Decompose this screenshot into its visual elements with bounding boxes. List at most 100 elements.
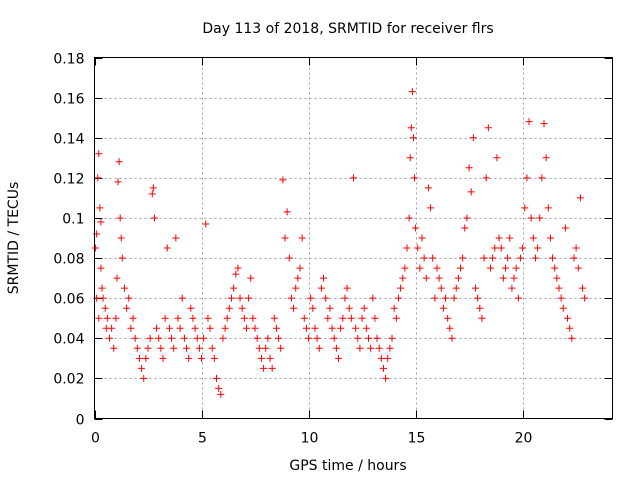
data-point [279,176,287,184]
data-point [516,254,524,262]
data-point [148,190,156,198]
data-point [287,294,295,302]
data-point [486,264,494,272]
data-point [296,264,304,272]
data-point [519,244,527,252]
data-point [521,204,529,212]
data-point [429,254,437,262]
data-point [103,314,111,322]
data-point [176,324,184,332]
data-point [112,314,120,322]
data-point [382,374,390,382]
y-tick-label: 0.02 [53,372,84,388]
data-point [339,314,347,322]
data-point [474,294,482,302]
data-point [476,304,484,312]
data-point [268,364,276,372]
y-tick-label: 0.1 [62,212,84,228]
axis-ticks [94,57,613,420]
y-tick-label: 0.08 [53,252,84,268]
data-point [150,214,158,222]
data-point [525,118,533,126]
data-point [277,344,285,352]
data-point [204,314,212,322]
data-point [472,284,480,292]
data-point [495,234,503,242]
data-point [335,354,343,362]
data-point [461,224,469,232]
data-point [508,284,516,292]
data-point [227,294,235,302]
data-point [172,234,180,242]
data-point [414,244,422,252]
data-point [431,294,439,302]
data-point [307,294,315,302]
data-point [448,334,456,342]
data-point [96,204,104,212]
data-point [117,234,125,242]
data-point [371,314,379,322]
data-point [95,150,103,158]
y-tick-label: 0.14 [53,132,84,148]
data-point [512,264,520,272]
data-point [120,284,128,292]
data-point [317,284,325,292]
data-point [108,324,116,332]
data-point [311,324,319,332]
data-point [161,314,169,322]
data-point [125,294,133,302]
data-point [255,344,263,352]
y-tick-label: 0.16 [53,92,84,108]
data-point [411,174,419,182]
data-point [469,134,477,142]
data-point [559,304,567,312]
data-point [337,324,345,332]
data-point [452,284,460,292]
data-point [168,334,176,342]
data-point [373,334,381,342]
data-point [170,344,178,352]
data-point [465,164,473,172]
data-point [551,264,559,272]
data-point [223,314,231,322]
grid [94,57,613,419]
data-point [332,344,340,352]
data-point [270,314,278,322]
data-point [427,204,435,212]
data-point [210,354,218,362]
data-point [183,344,191,352]
data-point [285,254,293,262]
data-point [510,274,518,282]
data-point [576,194,584,202]
data-point [506,234,514,242]
data-point [133,344,141,352]
data-point [561,224,569,232]
data-point [155,334,163,342]
data-point [388,334,396,342]
data-point [375,344,383,352]
data-point [92,244,100,252]
data-point [394,294,402,302]
data-point [574,264,582,272]
data-point [409,134,417,142]
data-point [97,264,105,272]
data-point [294,274,302,282]
data-point [446,324,454,332]
data-point [527,214,535,222]
data-point [362,324,370,332]
data-point [153,324,161,332]
data-point [324,314,332,322]
data-point [399,274,407,282]
data-point [225,304,233,312]
data-point [568,334,576,342]
y-tick-label: 0.12 [53,172,84,188]
data-point [546,234,554,242]
data-point [499,274,507,282]
data-point [163,244,171,252]
data-point [416,264,424,272]
data-point [249,314,257,322]
data-point [482,174,490,182]
data-point [300,314,308,322]
y-axis-label: SRMTID / TECUs [6,182,22,295]
plot-frame [94,57,613,419]
